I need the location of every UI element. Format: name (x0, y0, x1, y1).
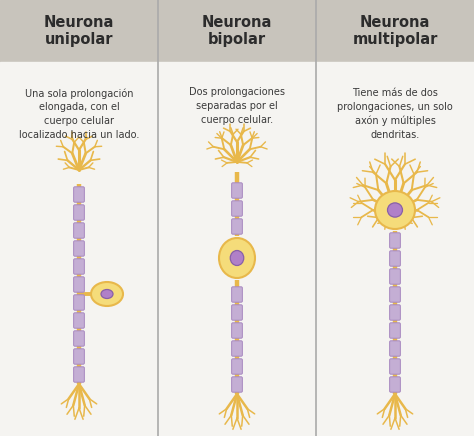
Text: Una sola prolongación
elongada, con el
cuerpo celular
localizado hacia un lado.: Una sola prolongación elongada, con el c… (19, 89, 139, 140)
FancyBboxPatch shape (390, 287, 401, 302)
Bar (0, 62, 158, 436)
FancyBboxPatch shape (232, 201, 242, 216)
FancyBboxPatch shape (73, 295, 84, 310)
FancyBboxPatch shape (232, 183, 242, 198)
FancyBboxPatch shape (390, 251, 401, 266)
Bar (316, 0, 474, 62)
FancyBboxPatch shape (73, 313, 84, 328)
Ellipse shape (388, 203, 402, 217)
Ellipse shape (375, 191, 415, 229)
FancyBboxPatch shape (73, 241, 84, 256)
FancyBboxPatch shape (390, 233, 401, 248)
Bar (158, 62, 316, 436)
FancyBboxPatch shape (390, 377, 401, 392)
FancyBboxPatch shape (73, 367, 84, 382)
Ellipse shape (230, 251, 244, 266)
Text: Neurona
bipolar: Neurona bipolar (202, 15, 272, 47)
Ellipse shape (91, 282, 123, 306)
FancyBboxPatch shape (232, 359, 242, 374)
FancyBboxPatch shape (232, 287, 242, 302)
FancyBboxPatch shape (73, 259, 84, 274)
Ellipse shape (219, 238, 255, 278)
Text: Tiene más de dos
prolongaciones, un solo
axón y múltiples
dendritas.: Tiene más de dos prolongaciones, un solo… (337, 88, 453, 140)
FancyBboxPatch shape (232, 341, 242, 356)
FancyBboxPatch shape (73, 223, 84, 238)
FancyBboxPatch shape (390, 341, 401, 356)
FancyBboxPatch shape (390, 323, 401, 338)
Bar (158, 0, 316, 62)
FancyBboxPatch shape (73, 187, 84, 202)
FancyBboxPatch shape (73, 277, 84, 292)
FancyBboxPatch shape (73, 205, 84, 220)
Ellipse shape (101, 290, 113, 299)
Text: Neurona
unipolar: Neurona unipolar (44, 15, 114, 47)
FancyBboxPatch shape (390, 269, 401, 284)
FancyBboxPatch shape (73, 331, 84, 346)
FancyBboxPatch shape (232, 305, 242, 320)
FancyBboxPatch shape (390, 359, 401, 374)
FancyBboxPatch shape (232, 323, 242, 338)
FancyBboxPatch shape (232, 377, 242, 392)
Text: Dos prolongaciones
separadas por el
cuerpo celular.: Dos prolongaciones separadas por el cuer… (189, 87, 285, 125)
FancyBboxPatch shape (390, 305, 401, 320)
FancyBboxPatch shape (232, 219, 242, 234)
Bar (316, 62, 474, 436)
FancyBboxPatch shape (73, 349, 84, 364)
Text: Neurona
multipolar: Neurona multipolar (352, 15, 438, 47)
Bar (0, 0, 158, 62)
